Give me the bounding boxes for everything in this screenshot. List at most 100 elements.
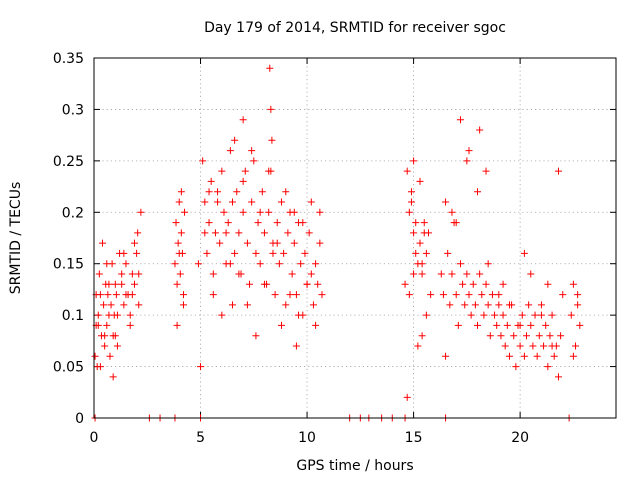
data-point <box>448 270 456 278</box>
data-point <box>442 198 450 206</box>
data-point <box>301 249 309 257</box>
data-point <box>91 352 99 360</box>
data-point <box>456 260 464 268</box>
data-point <box>486 332 494 340</box>
data-point <box>122 260 130 268</box>
data-point <box>111 332 119 340</box>
data-point <box>260 280 268 288</box>
data-point <box>493 321 501 329</box>
data-point <box>282 188 290 196</box>
data-point <box>128 291 136 299</box>
data-point <box>550 352 558 360</box>
data-point <box>233 188 241 196</box>
y-tick-label: 0.1 <box>62 308 84 324</box>
data-point <box>446 301 454 309</box>
data-point <box>201 229 209 237</box>
data-point <box>101 342 109 350</box>
data-point <box>569 352 577 360</box>
data-point <box>452 219 460 227</box>
data-point <box>265 208 273 216</box>
data-point <box>126 321 134 329</box>
data-point <box>104 291 112 299</box>
data-point <box>112 291 120 299</box>
data-point <box>239 116 247 124</box>
data-point <box>548 311 556 319</box>
data-point <box>128 270 136 278</box>
data-point <box>518 311 526 319</box>
data-point <box>516 342 524 350</box>
data-point <box>491 311 499 319</box>
data-point <box>256 208 264 216</box>
x-axis-ticks: 0 5 10 15 20 <box>90 58 529 446</box>
data-point <box>95 270 103 278</box>
data-point <box>175 249 183 257</box>
data-point <box>226 147 234 155</box>
data-point <box>527 321 535 329</box>
data-point <box>410 229 418 237</box>
data-point <box>520 249 528 257</box>
data-point <box>420 219 428 227</box>
data-point <box>501 342 509 350</box>
data-point <box>452 291 460 299</box>
data-point <box>120 249 128 257</box>
y-tick-label: 0.25 <box>53 154 84 170</box>
data-point <box>122 291 130 299</box>
data-point <box>134 229 142 237</box>
data-point <box>533 352 541 360</box>
data-point <box>106 352 114 360</box>
grid-lines <box>94 58 616 418</box>
data-point <box>137 208 145 216</box>
data-point <box>414 342 422 350</box>
data-point <box>292 291 300 299</box>
data-point <box>316 208 324 216</box>
data-point <box>113 342 121 350</box>
data-point <box>267 105 275 113</box>
data-point <box>135 270 143 278</box>
data-point <box>103 321 111 329</box>
data-point <box>474 321 482 329</box>
data-point <box>218 167 226 175</box>
data-point <box>476 126 484 134</box>
data-point <box>520 352 528 360</box>
data-point <box>280 249 288 257</box>
data-point <box>288 270 296 278</box>
data-point <box>120 301 128 309</box>
y-tick-label: 0 <box>75 411 84 427</box>
data-point <box>228 198 236 206</box>
data-point <box>439 291 447 299</box>
y-tick-label: 0.05 <box>53 360 84 376</box>
data-point <box>220 208 228 216</box>
data-point <box>201 198 209 206</box>
data-point <box>266 64 274 72</box>
data-point <box>318 291 326 299</box>
data-point <box>482 167 490 175</box>
data-point <box>205 188 213 196</box>
plot-frame <box>93 57 617 419</box>
data-point <box>316 239 324 247</box>
data-point <box>535 332 543 340</box>
data-point <box>173 321 181 329</box>
data-point <box>537 311 545 319</box>
data-point <box>243 301 251 309</box>
data-point <box>111 280 119 288</box>
data-point <box>448 208 456 216</box>
data-point <box>405 208 413 216</box>
data-point <box>273 219 281 227</box>
data-point <box>231 136 239 144</box>
data-point <box>544 280 552 288</box>
x-tick-label: 5 <box>196 430 205 446</box>
data-point <box>228 301 236 309</box>
data-point <box>133 249 141 257</box>
data-point <box>94 311 102 319</box>
data-point <box>214 188 222 196</box>
data-point <box>554 373 562 381</box>
data-point <box>209 270 217 278</box>
data-point <box>207 177 215 185</box>
data-point <box>239 177 247 185</box>
y-tick-label: 0.15 <box>53 257 84 273</box>
data-point <box>177 229 185 237</box>
data-point <box>107 301 115 309</box>
data-point <box>130 280 138 288</box>
data-point <box>284 229 292 237</box>
data-point <box>171 260 179 268</box>
